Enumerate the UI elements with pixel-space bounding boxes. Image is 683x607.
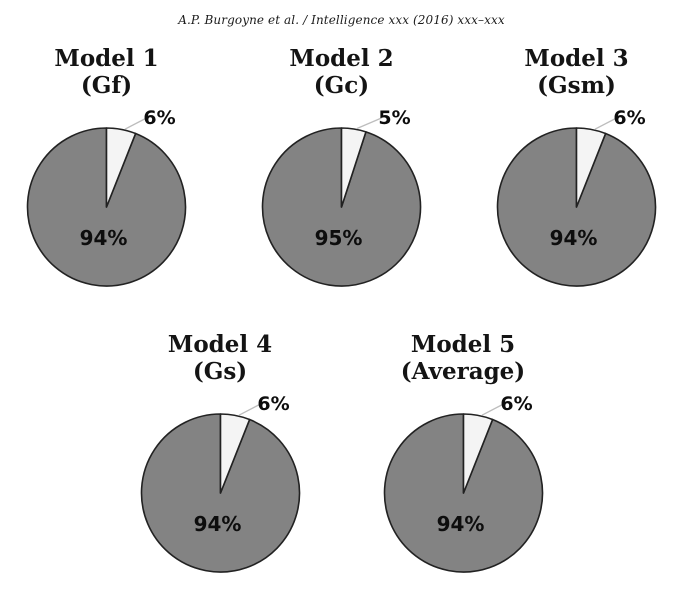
pie-figure-model-3: Model 3 (Gsm) 6% 94% bbox=[467, 45, 683, 289]
pie-figure-model-5: Model 5 (Average) 6% 94% bbox=[354, 331, 573, 575]
chart-title: Model 1 (Gf) bbox=[0, 45, 216, 99]
minor-slice-label: 6% bbox=[500, 393, 532, 415]
minor-slice-label: 6% bbox=[613, 107, 645, 129]
chart-title: Model 4 (Gs) bbox=[111, 331, 330, 385]
pie-row-top: Model 1 (Gf) 6% 94% Model 2 (Gc) 5% 95% Mo… bbox=[0, 45, 683, 289]
major-slice-label: 94% bbox=[550, 226, 598, 250]
pie-figure-model-4: Model 4 (Gs) 6% 94% bbox=[111, 331, 330, 575]
pie-slice-minor bbox=[340, 127, 367, 208]
chart-title: Model 5 (Average) bbox=[354, 331, 573, 385]
chart-title-line2: (Gf) bbox=[80, 72, 133, 99]
pie-chart-model-1: 6% 94% bbox=[26, 107, 187, 287]
chart-title-line2: (Gsm) bbox=[537, 72, 616, 99]
pie-slice-minor bbox=[575, 127, 607, 208]
major-slice-label: 94% bbox=[80, 226, 128, 250]
major-slice-label: 95% bbox=[315, 226, 363, 250]
leader-line bbox=[481, 403, 504, 416]
minor-slice-label: 6% bbox=[257, 393, 289, 415]
pie-chart-model-5: 6% 94% bbox=[383, 393, 543, 573]
pie-slice-minor bbox=[105, 127, 137, 208]
leader-line bbox=[238, 403, 261, 416]
chart-title-line1: Model 2 bbox=[289, 45, 394, 72]
chart-title: Model 2 (Gc) bbox=[232, 45, 451, 99]
pie-chart-model-4: 6% 94% bbox=[140, 393, 300, 573]
pie-chart-model-2: 5% 95% bbox=[261, 107, 422, 287]
major-slice-label: 94% bbox=[193, 512, 241, 536]
pie-figure-model-2: Model 2 (Gc) 5% 95% bbox=[232, 45, 451, 289]
leader-line bbox=[594, 117, 617, 130]
chart-title-line2: (Gc) bbox=[313, 72, 370, 99]
chart-title-line1: Model 1 bbox=[54, 45, 159, 72]
chart-title-line1: Model 4 bbox=[167, 331, 273, 358]
minor-slice-label: 6% bbox=[143, 107, 175, 129]
leader-line bbox=[124, 117, 147, 130]
pie-slice-minor bbox=[219, 413, 250, 494]
minor-slice-label: 5% bbox=[378, 107, 410, 129]
pie-chart-model-3: 6% 94% bbox=[496, 107, 657, 287]
major-slice-label: 94% bbox=[436, 512, 484, 536]
chart-title-line2: (Gs) bbox=[192, 358, 248, 385]
chart-title-line2: (Average) bbox=[400, 358, 526, 385]
header-citation: A.P. Burgoyne et al. / Intelligence xxx … bbox=[178, 13, 505, 27]
chart-title: Model 3 (Gsm) bbox=[467, 45, 683, 99]
pie-slice-minor bbox=[462, 413, 493, 494]
chart-title-line1: Model 5 bbox=[410, 331, 516, 358]
pie-row-bottom: Model 4 (Gs) 6% 94% Model 5 (Average) 6% 9… bbox=[0, 331, 683, 575]
leader-line bbox=[356, 117, 382, 130]
chart-title-line1: Model 3 bbox=[524, 45, 629, 72]
pie-figure-model-1: Model 1 (Gf) 6% 94% bbox=[0, 45, 216, 289]
